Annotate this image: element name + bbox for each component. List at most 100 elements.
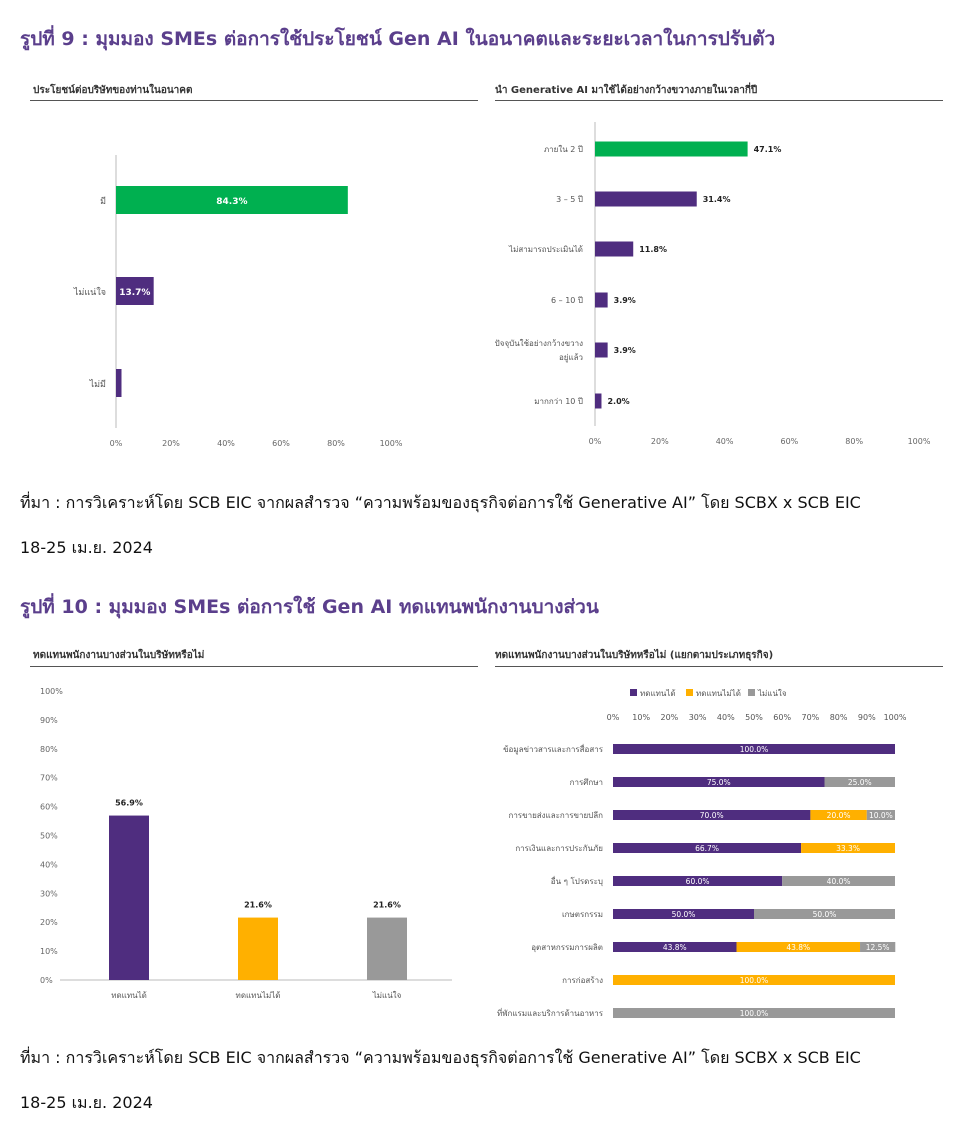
bar-segment xyxy=(613,975,895,985)
data-label: 2.0% xyxy=(607,397,629,406)
chart-replace-title: ทดแทนพนักงานบางส่วนในบริษัทหรือไม่ xyxy=(33,650,205,661)
data-label: 33.3% xyxy=(836,844,860,853)
category-label: อุตสาหกรรมการผลิต xyxy=(531,943,603,952)
bar xyxy=(595,393,602,409)
chart-replace: 0% 10% 20% 30% 40% 50% 60% 70% 80% 90% 100% 56.9% ทด… xyxy=(40,687,452,1000)
x-tick-label: 20% xyxy=(661,713,679,722)
data-label: 40.0% xyxy=(827,877,851,886)
y-tick-label: 50% xyxy=(40,832,58,841)
data-label: 21.6% xyxy=(373,901,401,910)
bar xyxy=(595,342,608,358)
x-tick-label: 20% xyxy=(162,439,180,448)
bar xyxy=(109,815,149,980)
figure-9-source: ที่มา : การวิเคราะห์โดย SCB EIC จากผลสำร… xyxy=(20,480,950,570)
category-label: ไม่มี xyxy=(89,379,106,390)
data-label: 47.1% xyxy=(754,145,782,154)
x-tick-label: 100% xyxy=(884,713,907,722)
category-label: 3 – 5 ปี xyxy=(556,195,583,204)
category-label: มี xyxy=(100,196,106,207)
data-label: 84.3% xyxy=(216,197,247,207)
chart-timeframe-title: นำ Generative AI มาใช้ได้อย่างกว้างขวางภ… xyxy=(495,85,758,96)
data-label: 10.0% xyxy=(869,811,893,820)
data-label: 20.0% xyxy=(827,811,851,820)
category-label: ที่พักแรมและบริการด้านอาหาร xyxy=(497,1007,604,1018)
legend-swatch xyxy=(630,689,637,696)
x-tick-label: 0% xyxy=(110,439,123,448)
x-tick-label: 90% xyxy=(858,713,876,722)
chart-timeframe: ภายใน 2 ปี 47.1% 3 – 5 ปี 31.4% ไม่สามารถประ… xyxy=(495,122,931,446)
figure-9-source-line2: 18-25 เม.ย. 2024 xyxy=(20,538,153,557)
bar-segment xyxy=(824,777,895,787)
y-tick-label: 20% xyxy=(40,918,58,927)
chart-industry-title: ทดแทนพนักงานบางส่วนในบริษัทหรือไม่ (แยกต… xyxy=(495,650,774,661)
category-label: ไม่แน่ใจ xyxy=(73,287,106,298)
legend-label: ทดแทนได้ xyxy=(640,689,676,698)
legend-label: ทดแทนไม่ได้ xyxy=(696,689,741,698)
category-label: ทดแทนได้ xyxy=(111,991,147,1000)
legend-label: ไม่แน่ใจ xyxy=(757,689,787,698)
figure-10-title: รูปที่ 10 : มุมมอง SMEs ต่อการใช้ Gen AI… xyxy=(20,596,599,618)
data-label: 56.9% xyxy=(115,799,143,808)
x-tick-label: 0% xyxy=(589,437,602,446)
data-label: 21.6% xyxy=(244,901,272,910)
y-tick-label: 80% xyxy=(40,745,58,754)
category-label: ไม่แน่ใจ xyxy=(372,991,402,1000)
data-label: 25.0% xyxy=(848,778,872,787)
bar-segment xyxy=(613,810,811,820)
x-tick-label: 20% xyxy=(651,437,669,446)
data-label: 70.0% xyxy=(700,811,724,820)
bar-segment xyxy=(801,843,895,853)
x-tick-label: 40% xyxy=(217,439,235,448)
bar-segment xyxy=(613,909,754,919)
bar xyxy=(116,277,154,305)
category-label: อื่น ๆ โปรดระบุ xyxy=(551,875,603,886)
bar-segment xyxy=(613,843,802,853)
x-tick-label: 80% xyxy=(845,437,863,446)
bar xyxy=(595,292,608,308)
x-tick-label: 30% xyxy=(689,713,707,722)
bar-segment xyxy=(613,942,737,952)
bar xyxy=(595,191,697,207)
bar xyxy=(595,241,634,257)
category-label: 6 – 10 ปี xyxy=(551,296,583,305)
data-label: 13.7% xyxy=(119,288,150,298)
category-label: ข้อมูลข่าวสารและการสื่อสาร xyxy=(503,743,604,755)
bar-segment xyxy=(860,942,896,952)
bar xyxy=(595,141,748,157)
y-tick-label: 10% xyxy=(40,947,58,956)
chart-benefit-title-rule xyxy=(30,100,478,101)
data-label: 75.0% xyxy=(707,778,731,787)
category-label: การก่อสร้าง xyxy=(562,976,603,985)
y-tick-label: 60% xyxy=(40,803,58,812)
bar xyxy=(116,186,348,214)
data-label: 43.8% xyxy=(663,943,687,952)
y-tick-label: 90% xyxy=(40,716,58,725)
y-tick-label: 70% xyxy=(40,774,58,783)
x-tick-label: 60% xyxy=(773,713,791,722)
x-tick-label: 0% xyxy=(607,713,620,722)
bar xyxy=(238,917,278,980)
category-label: การเงินและการประกันภัย xyxy=(515,844,603,853)
x-tick-label: 50% xyxy=(745,713,763,722)
figure-10-source-line1: ที่มา : การวิเคราะห์โดย SCB EIC จากผลสำร… xyxy=(20,1048,861,1067)
bar-segment xyxy=(736,942,861,952)
data-label: 60.0% xyxy=(686,877,710,886)
data-label: 66.7% xyxy=(695,844,719,853)
x-tick-label: 60% xyxy=(781,437,799,446)
category-label: การศึกษา xyxy=(570,778,603,787)
data-label: 11.8% xyxy=(639,245,667,254)
y-tick-label: 30% xyxy=(40,889,58,898)
y-tick-label: 0% xyxy=(40,976,53,985)
data-label: 100.0% xyxy=(740,1009,769,1018)
chart-benefit: มี 84.3% ไม่แน่ใจ 13.7% ไม่มี 0% 20% 40% 60% 80% 1… xyxy=(73,155,403,448)
y-tick-label: 100% xyxy=(40,687,63,696)
x-tick-label: 70% xyxy=(802,713,820,722)
category-label: การขายส่งและการขายปลีก xyxy=(508,811,603,820)
x-tick-label: 10% xyxy=(632,713,650,722)
x-tick-label: 60% xyxy=(272,439,290,448)
chart-timeframe-title-rule xyxy=(495,100,943,101)
bar-segment xyxy=(782,876,895,886)
category-label: มากกว่า 10 ปี xyxy=(534,397,583,406)
bar-segment xyxy=(613,777,825,787)
bar-segment xyxy=(613,744,895,754)
